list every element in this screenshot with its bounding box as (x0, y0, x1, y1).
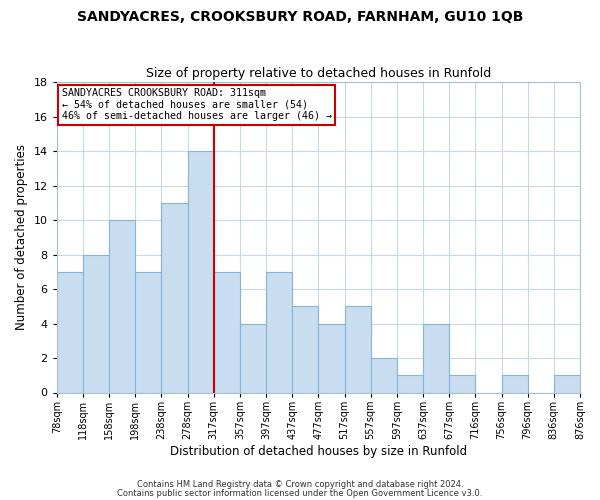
Text: SANDYACRES, CROOKSBURY ROAD, FARNHAM, GU10 1QB: SANDYACRES, CROOKSBURY ROAD, FARNHAM, GU… (77, 10, 523, 24)
Bar (319, 324, 344, 392)
Bar (502, 376, 527, 392)
Y-axis label: Number of detached properties: Number of detached properties (15, 144, 28, 330)
Bar (397, 376, 423, 392)
Title: Size of property relative to detached houses in Runfold: Size of property relative to detached ho… (146, 66, 491, 80)
Bar (57, 272, 83, 392)
Text: Contains HM Land Registry data © Crown copyright and database right 2024.: Contains HM Land Registry data © Crown c… (137, 480, 463, 489)
Bar (344, 306, 371, 392)
Text: Contains public sector information licensed under the Open Government Licence v3: Contains public sector information licen… (118, 488, 482, 498)
Bar (371, 358, 397, 392)
Bar (292, 306, 319, 392)
X-axis label: Distribution of detached houses by size in Runfold: Distribution of detached houses by size … (170, 444, 467, 458)
Bar (83, 254, 109, 392)
Bar (214, 272, 240, 392)
Bar (266, 272, 292, 392)
Bar (109, 220, 135, 392)
Bar (188, 151, 214, 392)
Bar (554, 376, 580, 392)
Bar (423, 324, 449, 392)
Bar (449, 376, 475, 392)
Bar (161, 203, 188, 392)
Bar (135, 272, 161, 392)
Text: SANDYACRES CROOKSBURY ROAD: 311sqm
← 54% of detached houses are smaller (54)
46%: SANDYACRES CROOKSBURY ROAD: 311sqm ← 54%… (62, 88, 332, 122)
Bar (240, 324, 266, 392)
